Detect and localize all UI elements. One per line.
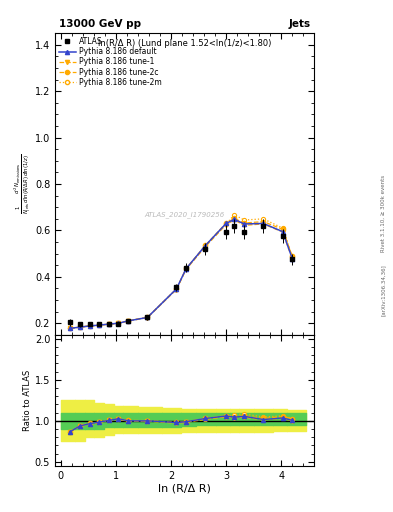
Y-axis label: Ratio to ATLAS: Ratio to ATLAS (23, 370, 32, 431)
Text: Jets: Jets (288, 19, 310, 29)
Y-axis label: $\frac{1}{N_{\mathrm{jets}}}\frac{d^2 N_{\mathrm{emissions}}}{d\ln(R/\Delta R)\,: $\frac{1}{N_{\mathrm{jets}}}\frac{d^2 N_… (13, 154, 33, 214)
Text: 13000 GeV pp: 13000 GeV pp (59, 19, 141, 29)
X-axis label: ln (R/Δ R): ln (R/Δ R) (158, 483, 211, 494)
Text: [arXiv:1306.34,36]: [arXiv:1306.34,36] (381, 265, 386, 316)
Text: Rivet 3.1.10, ≥ 300k events: Rivet 3.1.10, ≥ 300k events (381, 175, 386, 252)
Legend: ATLAS, Pythia 8.186 default, Pythia 8.186 tune-1, Pythia 8.186 tune-2c, Pythia 8: ATLAS, Pythia 8.186 default, Pythia 8.18… (57, 35, 163, 88)
Text: ATLAS_2020_I1790256: ATLAS_2020_I1790256 (145, 211, 225, 218)
Text: ln(R/Δ R) (Lund plane 1.52<ln(1/z)<1.80): ln(R/Δ R) (Lund plane 1.52<ln(1/z)<1.80) (98, 39, 272, 48)
